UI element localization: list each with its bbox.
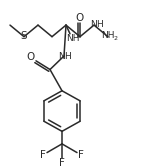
- Text: H: H: [96, 20, 103, 29]
- Text: S: S: [21, 31, 27, 41]
- Text: F: F: [40, 151, 46, 160]
- Text: H: H: [65, 52, 71, 61]
- Text: N: N: [91, 20, 97, 29]
- Text: F: F: [78, 151, 84, 160]
- Text: NH: NH: [101, 31, 115, 40]
- Text: NH: NH: [66, 34, 80, 43]
- Text: O: O: [27, 52, 35, 62]
- Text: F: F: [59, 158, 65, 168]
- Text: 2: 2: [114, 36, 118, 41]
- Text: N: N: [59, 52, 65, 61]
- Text: O: O: [76, 13, 84, 23]
